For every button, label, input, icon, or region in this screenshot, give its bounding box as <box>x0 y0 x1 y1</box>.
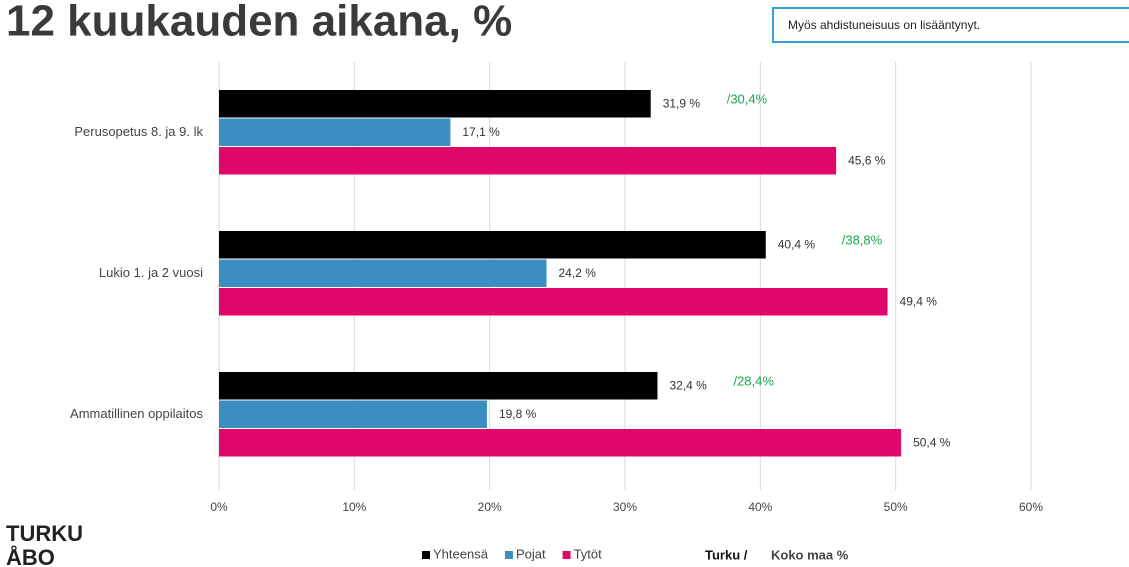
x-tick-label: 10% <box>342 500 366 514</box>
note-box-text: Myös ahdistuneisuus on lisääntynyt. <box>788 18 980 32</box>
logo-text: TURKU <box>6 521 83 546</box>
x-tick-label: 40% <box>748 500 772 514</box>
y-tick-label: Lukio 1. ja 2 vuosi <box>99 265 203 280</box>
bar <box>219 90 651 118</box>
bar <box>219 231 766 259</box>
note-box <box>772 7 1129 43</box>
legend-label: Yhteensä <box>433 546 489 561</box>
value-label: 19,8 % <box>499 407 537 421</box>
annotation: /30,4% <box>727 92 768 107</box>
key-note: Koko maa % <box>771 547 849 562</box>
value-label: 32,4 % <box>669 378 707 392</box>
value-label: 17,1 % <box>462 125 500 139</box>
bar <box>219 118 451 146</box>
legend-label: Tytöt <box>574 546 603 561</box>
value-label: 49,4 % <box>900 294 938 308</box>
key-note: Turku / <box>705 547 748 562</box>
x-tick-label: 60% <box>1019 500 1043 514</box>
bar <box>219 288 888 316</box>
bar <box>219 372 658 400</box>
legend-swatch <box>504 551 513 559</box>
annotation: /28,4% <box>733 374 774 389</box>
logo-text: ÅBO <box>6 544 55 567</box>
x-tick-label: 0% <box>210 500 228 514</box>
bar <box>219 147 837 175</box>
y-tick-label: Ammatillinen oppilaitos <box>70 406 203 421</box>
legend-label: Pojat <box>516 546 546 561</box>
value-label: 24,2 % <box>559 266 597 280</box>
legend-swatch <box>422 551 430 559</box>
value-label: 31,9 % <box>663 96 701 110</box>
value-label: 50,4 % <box>913 435 951 449</box>
x-tick-label: 20% <box>478 500 502 514</box>
value-label: 40,4 % <box>778 237 816 251</box>
y-tick-label: Perusopetus 8. ja 9. lk <box>74 124 203 139</box>
x-tick-label: 30% <box>613 500 637 514</box>
value-label: 45,6 % <box>848 153 886 167</box>
legend-swatch <box>562 551 571 559</box>
bar <box>219 429 902 457</box>
bar <box>219 400 487 428</box>
bar <box>219 259 547 287</box>
chart-title: 12 kuukauden aikana, % <box>6 0 512 46</box>
annotation: /38,8% <box>842 233 883 248</box>
x-tick-label: 50% <box>884 500 908 514</box>
